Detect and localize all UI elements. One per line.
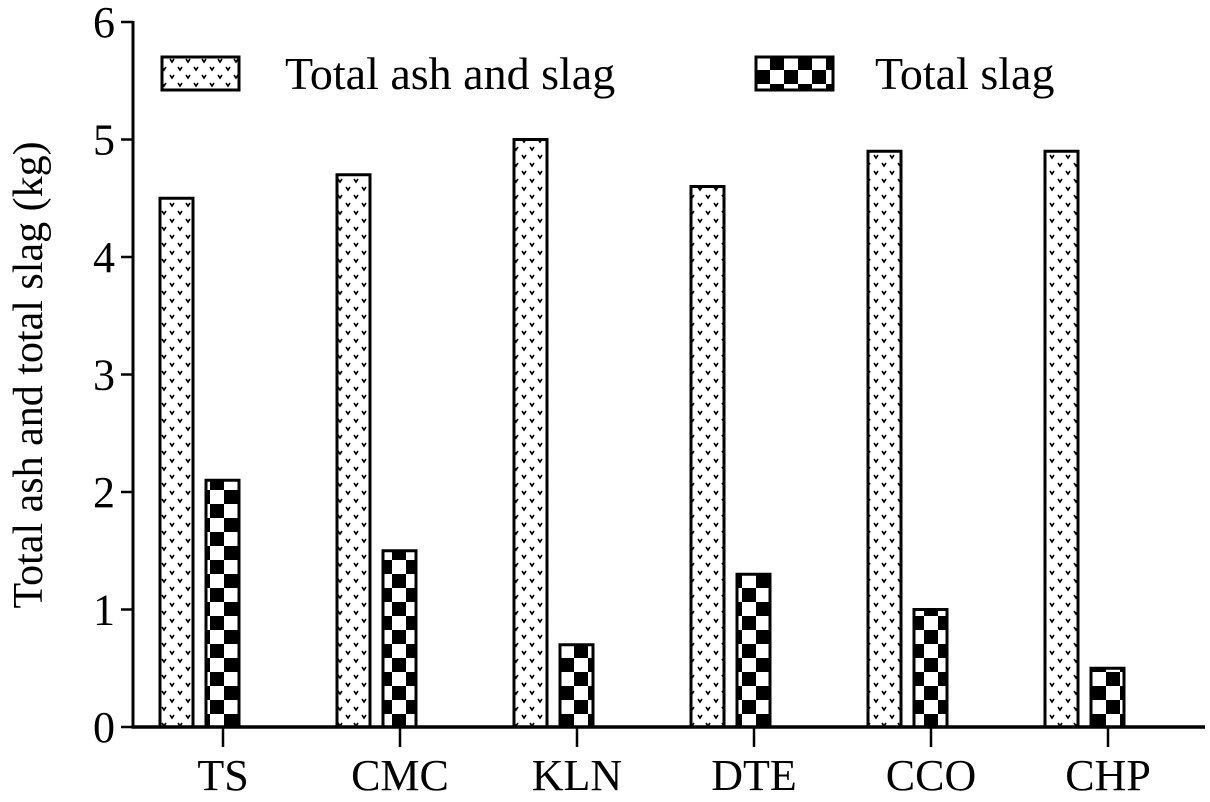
- legend: Total ash and slag Total slag: [160, 48, 1054, 99]
- x-tick-label-ts: TS: [197, 751, 248, 800]
- legend-label-total-ash-and-slag: Total ash and slag: [285, 48, 615, 99]
- bar-total-ash-and-slag-chp: [1043, 149, 1080, 729]
- bar-total-slag-chp: [1089, 666, 1126, 729]
- legend-label-total-slag: Total slag: [875, 48, 1054, 99]
- bar-total-ash-and-slag-dte: [689, 185, 726, 729]
- y-axis-label: Total ash and total slag (kg): [6, 141, 52, 608]
- legend-swatch-total-ash-and-slag: [160, 55, 241, 92]
- y-tick-label: 5: [93, 116, 115, 165]
- y-tick-label: 4: [93, 233, 115, 282]
- y-tick-label: 1: [93, 586, 115, 635]
- bar-total-ash-and-slag-ts: [158, 196, 195, 729]
- x-axis: TS CMC KLN DTE CCO CHP: [131, 725, 1205, 800]
- bar-total-slag-cmc: [381, 549, 418, 729]
- legend-swatch-total-slag: [754, 55, 835, 92]
- y-axis: 0 1 2 3 4 5 6: [93, 0, 135, 752]
- x-tick-label-kln: KLN: [532, 751, 622, 800]
- y-tick-label: 2: [93, 468, 115, 517]
- x-tick-label-cmc: CMC: [351, 751, 449, 800]
- bars: [158, 138, 1126, 729]
- bar-total-slag-ts: [204, 478, 241, 729]
- bar-total-ash-and-slag-cco: [866, 149, 903, 729]
- bar-total-ash-and-slag-kln: [512, 138, 549, 729]
- bar-total-slag-dte: [735, 572, 772, 729]
- x-tick-label-dte: DTE: [711, 751, 797, 800]
- bar-total-slag-kln: [558, 643, 595, 729]
- y-tick-label: 0: [93, 703, 115, 752]
- bar-total-slag-cco: [912, 608, 949, 729]
- y-tick-label: 6: [93, 0, 115, 47]
- x-tick-label-cco: CCO: [886, 751, 976, 800]
- bar-total-ash-and-slag-cmc: [335, 173, 372, 729]
- y-tick-label: 3: [93, 351, 115, 400]
- x-tick-label-chp: CHP: [1065, 751, 1151, 800]
